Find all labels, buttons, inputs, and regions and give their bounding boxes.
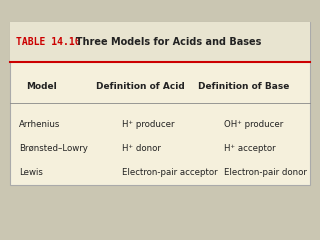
Text: H⁺ producer: H⁺ producer: [122, 120, 174, 129]
Text: H⁺ donor: H⁺ donor: [122, 144, 160, 153]
Text: Definition of Base: Definition of Base: [197, 82, 289, 91]
Text: OH⁺ producer: OH⁺ producer: [224, 120, 283, 129]
Text: Definition of Acid: Definition of Acid: [96, 82, 185, 91]
Text: Electron-pair donor: Electron-pair donor: [224, 168, 307, 177]
FancyBboxPatch shape: [10, 22, 310, 62]
Text: Lewis: Lewis: [19, 168, 43, 177]
Text: Brønsted–Lowry: Brønsted–Lowry: [19, 144, 88, 153]
Text: Electron-pair acceptor: Electron-pair acceptor: [122, 168, 217, 177]
Text: Arrhenius: Arrhenius: [19, 120, 60, 129]
Text: TABLE 14.10: TABLE 14.10: [16, 37, 81, 47]
Text: H⁺ acceptor: H⁺ acceptor: [224, 144, 276, 153]
FancyBboxPatch shape: [10, 22, 310, 185]
Text: Three Models for Acids and Bases: Three Models for Acids and Bases: [69, 37, 261, 47]
Text: Model: Model: [26, 82, 57, 91]
